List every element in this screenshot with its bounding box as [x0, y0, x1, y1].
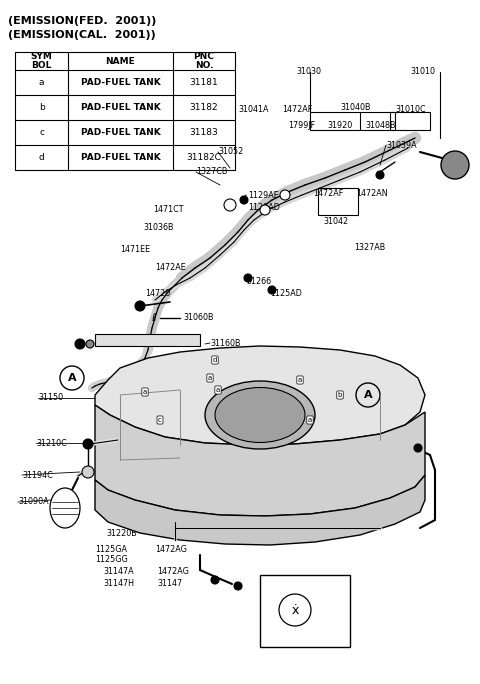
- Text: 1472AF: 1472AF: [313, 189, 343, 198]
- Text: 31266: 31266: [246, 278, 271, 287]
- Text: 31010C: 31010C: [395, 105, 426, 114]
- Text: 31160B: 31160B: [210, 339, 240, 347]
- Text: 31090A: 31090A: [18, 497, 48, 506]
- Text: ẋ: ẋ: [291, 603, 299, 616]
- Text: 54659: 54659: [388, 436, 413, 445]
- Circle shape: [240, 196, 248, 204]
- Text: SYM
BOL: SYM BOL: [31, 52, 52, 70]
- Text: 1799JF: 1799JF: [288, 122, 315, 131]
- Text: 1327CB: 1327CB: [196, 168, 228, 176]
- Polygon shape: [95, 475, 425, 545]
- Circle shape: [75, 339, 85, 349]
- Text: 31039A: 31039A: [386, 140, 417, 150]
- Text: 31220B: 31220B: [106, 529, 137, 538]
- Text: NAME: NAME: [106, 57, 135, 66]
- Text: c: c: [158, 417, 162, 423]
- Circle shape: [414, 444, 422, 452]
- Text: d: d: [38, 153, 44, 162]
- Text: a: a: [39, 78, 44, 87]
- Circle shape: [376, 171, 384, 179]
- Text: 31181: 31181: [190, 78, 218, 87]
- Text: (EMISSION(CAL.  2001)): (EMISSION(CAL. 2001)): [8, 30, 156, 40]
- Text: 1327AB: 1327AB: [354, 243, 385, 252]
- Text: 31010: 31010: [410, 68, 435, 77]
- Circle shape: [86, 340, 94, 348]
- Text: 1472AN: 1472AN: [356, 189, 388, 198]
- Text: 1125GA: 1125GA: [381, 458, 413, 467]
- Text: 31041A: 31041A: [238, 105, 268, 114]
- Text: 1471DB: 1471DB: [261, 579, 293, 588]
- Bar: [95, 334, 200, 346]
- Text: 31147H: 31147H: [103, 579, 134, 588]
- Text: 31210C: 31210C: [36, 438, 67, 447]
- Text: 31194C: 31194C: [22, 471, 53, 479]
- Text: d: d: [213, 357, 217, 363]
- Text: 31052: 31052: [218, 148, 243, 157]
- Text: 31060B: 31060B: [183, 313, 214, 321]
- Circle shape: [260, 205, 270, 215]
- Polygon shape: [95, 346, 425, 445]
- Circle shape: [441, 151, 469, 179]
- Text: PAD-FUEL TANK: PAD-FUEL TANK: [81, 103, 160, 112]
- Text: 1471EE: 1471EE: [120, 246, 150, 254]
- Ellipse shape: [205, 381, 315, 449]
- Text: a: a: [308, 417, 312, 423]
- Circle shape: [82, 466, 94, 478]
- Text: 31210B: 31210B: [304, 529, 335, 538]
- Circle shape: [280, 190, 290, 200]
- Ellipse shape: [50, 488, 80, 528]
- Circle shape: [224, 199, 236, 211]
- Text: c: c: [39, 128, 44, 137]
- Text: 31048B: 31048B: [365, 122, 396, 131]
- Text: b: b: [38, 103, 44, 112]
- Text: A: A: [68, 373, 76, 383]
- Ellipse shape: [215, 388, 305, 443]
- Text: 1472AF: 1472AF: [282, 105, 312, 114]
- Text: 1129AE: 1129AE: [248, 191, 279, 200]
- Text: b: b: [338, 392, 342, 398]
- Text: 31040B: 31040B: [340, 103, 371, 112]
- Text: 14720: 14720: [145, 289, 170, 298]
- Text: ℓ: ℓ: [151, 313, 156, 323]
- Text: 1471CT: 1471CT: [153, 205, 183, 215]
- Text: 31183: 31183: [190, 128, 218, 137]
- Text: 1125GA: 1125GA: [95, 544, 127, 553]
- Text: PAD-FUEL TANK: PAD-FUEL TANK: [81, 128, 160, 137]
- Text: 1125AD: 1125AD: [270, 289, 302, 298]
- Text: PNC
NO.: PNC NO.: [193, 52, 215, 70]
- Polygon shape: [95, 405, 425, 516]
- Text: 31150: 31150: [38, 393, 63, 402]
- Text: 31182: 31182: [190, 103, 218, 112]
- Text: 31042: 31042: [323, 218, 348, 226]
- Text: PAD-FUEL TANK: PAD-FUEL TANK: [81, 78, 160, 87]
- Text: 31920: 31920: [327, 122, 352, 131]
- Circle shape: [244, 274, 252, 282]
- Text: 31036B: 31036B: [143, 222, 173, 231]
- Text: 1125GG: 1125GG: [95, 555, 128, 564]
- Text: 31147: 31147: [157, 579, 182, 588]
- Text: 31147A: 31147A: [103, 568, 133, 577]
- Text: 32722: 32722: [108, 339, 133, 347]
- Text: 1472AG: 1472AG: [155, 544, 187, 553]
- Text: 1472AG: 1472AG: [157, 568, 189, 577]
- Text: a: a: [298, 377, 302, 383]
- Circle shape: [83, 439, 93, 449]
- Circle shape: [211, 576, 219, 584]
- Text: 31182C: 31182C: [187, 153, 221, 162]
- Circle shape: [135, 301, 145, 311]
- Text: a: a: [208, 375, 212, 381]
- Text: 1129AD: 1129AD: [248, 202, 280, 211]
- Text: a: a: [143, 389, 147, 395]
- Text: A: A: [364, 390, 372, 400]
- Bar: [260, 575, 350, 647]
- Text: a: a: [216, 387, 220, 393]
- Circle shape: [268, 286, 276, 294]
- Text: PAD-FUEL TANK: PAD-FUEL TANK: [81, 153, 160, 162]
- Text: 31030: 31030: [296, 68, 321, 77]
- Text: 1472AE: 1472AE: [155, 263, 186, 272]
- Circle shape: [234, 582, 242, 590]
- Text: (EMISSION(FED.  2001)): (EMISSION(FED. 2001)): [8, 16, 156, 26]
- Text: 1325CA: 1325CA: [381, 447, 412, 456]
